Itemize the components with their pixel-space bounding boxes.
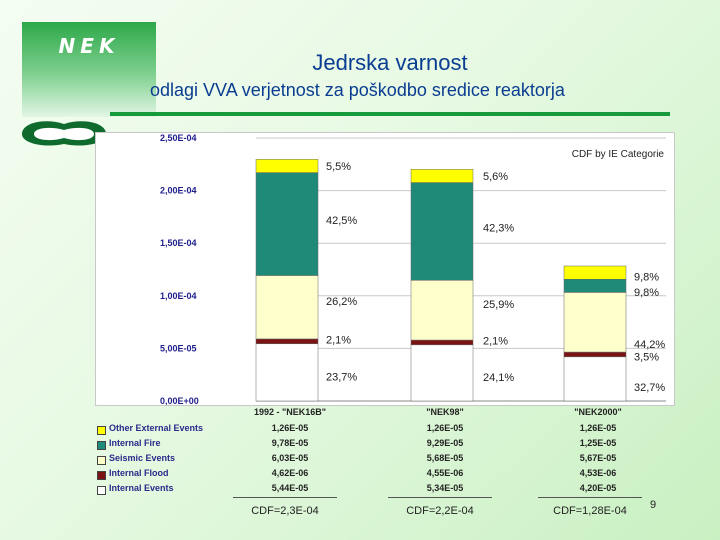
cdf-total: CDF=2,3E-04 — [251, 505, 319, 517]
value-cell: 4,55E-06 — [426, 468, 464, 478]
value-cell: 4,62E-06 — [271, 468, 309, 478]
logo-bar: NEK — [22, 22, 156, 117]
percent-label: 3,5% — [634, 351, 659, 363]
bar-segment — [563, 351, 627, 358]
table-row: Other External Events 1,26E-05 1,26E-05 1,2… — [95, 422, 673, 437]
percent-label: 5,5% — [326, 161, 351, 173]
bar-segment — [563, 356, 627, 402]
percent-label: 32,7% — [634, 382, 665, 394]
legend-swatch — [97, 486, 106, 495]
page-number: 9 — [650, 499, 657, 511]
bar-segment — [255, 159, 319, 173]
value-cell: 6,03E-05 — [271, 453, 309, 463]
category-label: "NEK2000" — [574, 407, 622, 417]
y-tick-label: 1,00E-04 — [160, 291, 197, 301]
table-row: Internal Events 5,44E-05 5,34E-05 4,20E-05 — [95, 482, 673, 497]
value-cell: 4,53E-06 — [579, 468, 617, 478]
percent-label: 26,2% — [326, 296, 357, 308]
bar-segment — [563, 279, 627, 293]
cdf-total: CDF=1,28E-04 — [553, 505, 627, 517]
bar-segment — [255, 172, 319, 276]
legend-swatch — [97, 441, 106, 450]
percent-label: 44,2% — [634, 339, 665, 351]
value-cell: 5,67E-05 — [579, 453, 617, 463]
bar-segment — [255, 275, 319, 340]
bar-segment — [563, 265, 627, 280]
y-tick-label: 1,50E-04 — [160, 238, 197, 248]
page-subtitle: odlagi VVA verjetnost za poškodbo sredic… — [150, 80, 565, 100]
bar-segment — [563, 292, 627, 353]
legend-swatch — [97, 426, 106, 435]
data-table: 1992 - "NEK16B" "NEK98" "NEK2000" Other Ext… — [95, 407, 673, 498]
percent-label: 24,1% — [483, 372, 514, 384]
value-cell: 1,26E-05 — [271, 423, 309, 433]
bar-segment — [410, 280, 474, 341]
percent-label: 5,6% — [483, 171, 508, 183]
title-rule — [110, 112, 670, 116]
y-tick-label: 2,00E-04 — [160, 186, 197, 196]
table-row: Seismic Events 6,03E-05 5,68E-05 5,67E-05 — [95, 452, 673, 467]
value-cell: 5,68E-05 — [426, 453, 464, 463]
legend-swatch — [97, 456, 106, 465]
value-cell: 1,26E-05 — [426, 423, 464, 433]
table-row: Internal Fire 9,78E-05 9,29E-05 1,25E-05 — [95, 437, 673, 452]
logo-text: NEK — [58, 34, 120, 58]
logo-mark-icon — [22, 121, 106, 146]
y-tick-label: 0,00E+00 — [160, 396, 199, 405]
percent-label: 2,1% — [483, 335, 508, 347]
bar-segment — [410, 344, 474, 402]
y-tick-label: 2,50E-04 — [160, 133, 197, 143]
category-label: 1992 - "NEK16B" — [253, 407, 327, 417]
value-cell: 4,20E-05 — [579, 483, 617, 493]
cdf-rule — [388, 497, 492, 498]
bar-segment — [410, 182, 474, 281]
value-cell: 5,44E-05 — [271, 483, 309, 493]
table-row: Internal Flood 4,62E-06 4,55E-06 4,53E-06 — [95, 467, 673, 482]
percent-label: 42,3% — [483, 222, 514, 234]
cdf-rule — [538, 497, 642, 498]
series-name: Internal Events — [109, 483, 174, 493]
bar-segment — [255, 343, 319, 402]
page-title: Jedrska varnost — [312, 50, 468, 75]
value-cell: 9,29E-05 — [426, 438, 464, 448]
bar-segment — [255, 338, 319, 345]
legend-title: CDF by IE Categorie — [572, 149, 665, 160]
bar-segment — [410, 339, 474, 346]
series-name: Seismic Events — [109, 453, 176, 463]
percent-label: 23,7% — [326, 371, 357, 383]
category-label: "NEK98" — [426, 407, 464, 417]
cdf-rule — [233, 497, 337, 498]
cdf-total: CDF=2,2E-04 — [406, 505, 474, 517]
percent-label: 2,1% — [326, 334, 351, 346]
series-name: Internal Flood — [109, 468, 169, 478]
value-cell: 5,34E-05 — [426, 483, 464, 493]
y-tick-label: 5,00E-05 — [160, 343, 197, 353]
value-cell: 9,78E-05 — [271, 438, 309, 448]
table-header-row: 1992 - "NEK16B" "NEK98" "NEK2000" — [95, 406, 673, 421]
bar-segment — [410, 169, 474, 183]
stacked-bar-chart: 0,00E+00 5,00E-05 1,00E-04 1,50E-04 2,00E-04… — [160, 133, 666, 405]
percent-label: 42,5% — [326, 215, 357, 227]
legend-swatch — [97, 471, 106, 480]
percent-label: 9,8% — [634, 272, 659, 284]
series-name: Internal Fire — [109, 438, 161, 448]
chart-area: 0,00E+00 5,00E-05 1,00E-04 1,50E-04 2,00E-04… — [95, 132, 675, 406]
percent-label: 25,9% — [483, 299, 514, 311]
value-cell: 1,25E-05 — [579, 438, 617, 448]
series-name: Other External Events — [109, 423, 204, 433]
percent-label: 9,8% — [634, 287, 659, 299]
value-cell: 1,26E-05 — [579, 423, 617, 433]
